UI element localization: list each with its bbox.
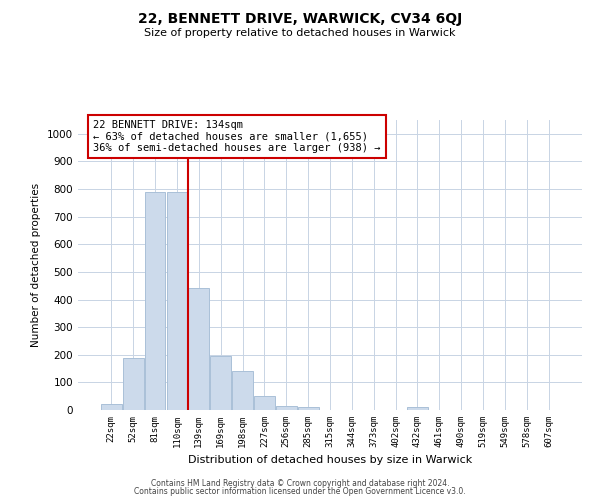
Bar [232,372,253,410]
Bar [188,288,209,410]
Bar [123,358,143,410]
Y-axis label: Number of detached properties: Number of detached properties [31,183,41,347]
Text: 22 BENNETT DRIVE: 134sqm
← 63% of detached houses are smaller (1,655)
36% of sem: 22 BENNETT DRIVE: 134sqm ← 63% of detach… [93,120,380,153]
Text: 22, BENNETT DRIVE, WARWICK, CV34 6QJ: 22, BENNETT DRIVE, WARWICK, CV34 6QJ [138,12,462,26]
Text: Size of property relative to detached houses in Warwick: Size of property relative to detached ho… [144,28,456,38]
X-axis label: Distribution of detached houses by size in Warwick: Distribution of detached houses by size … [188,456,472,466]
Bar [167,192,187,410]
Bar [298,407,319,410]
Text: Contains public sector information licensed under the Open Government Licence v3: Contains public sector information licen… [134,487,466,496]
Bar [145,192,166,410]
Bar [101,404,122,410]
Bar [210,356,231,410]
Bar [254,396,275,410]
Bar [407,407,428,410]
Bar [276,406,296,410]
Text: Contains HM Land Registry data © Crown copyright and database right 2024.: Contains HM Land Registry data © Crown c… [151,478,449,488]
